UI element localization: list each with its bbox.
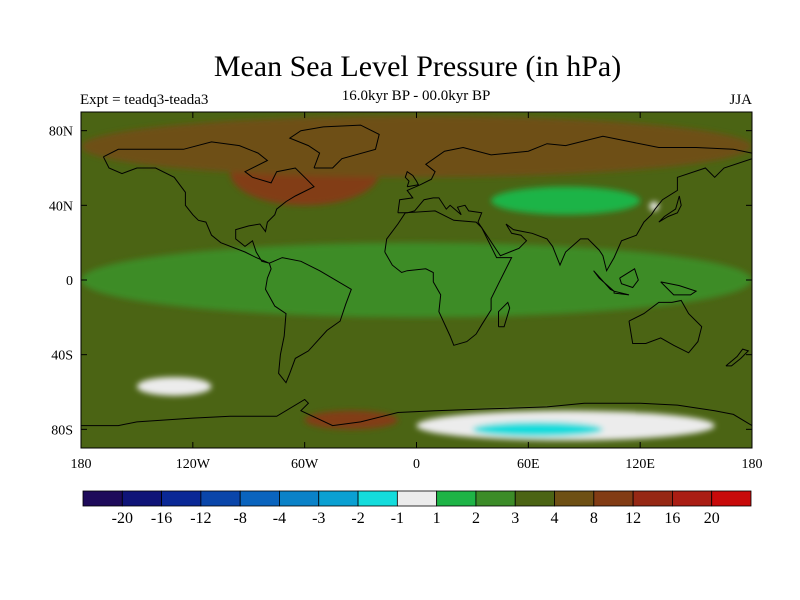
x-tick-label: 180	[71, 457, 92, 472]
y-tick-label: 0	[66, 274, 73, 289]
colorbar-swatch	[593, 490, 634, 507]
colorbar-label: -2	[351, 510, 364, 527]
colorbar-swatch	[554, 490, 595, 507]
field-region	[472, 421, 603, 437]
colorbar-swatch	[318, 490, 359, 507]
y-tick-label: 80S	[51, 423, 73, 438]
colorbar-swatch	[711, 490, 752, 507]
coastline-path	[660, 281, 698, 296]
colorbar-label: 1	[433, 510, 441, 527]
colorbar-label: -20	[112, 510, 133, 527]
coastline-path	[288, 124, 380, 169]
colorbar-swatch	[121, 490, 162, 507]
colorbar-swatch	[200, 490, 241, 507]
colorbar-swatch	[82, 490, 123, 507]
coastline-path	[397, 135, 752, 273]
field-region	[136, 377, 212, 396]
colorbar-swatch	[239, 490, 280, 507]
colorbar: -20 -16 -12 -8 -4 -3 -2 -1 1 2 3 4 8 12 16 20	[82, 490, 752, 527]
coastline-path	[404, 170, 420, 188]
colorbar-label: -1	[391, 510, 404, 527]
coastline-path	[384, 210, 513, 346]
x-tick-label: 60E	[517, 457, 540, 472]
coastline-path	[498, 301, 511, 328]
y-tick-label: 40N	[49, 199, 73, 214]
colorbar-label: -3	[312, 510, 325, 527]
colorbar-label: 8	[590, 510, 598, 527]
x-tick-label: 60W	[291, 457, 319, 472]
colorbar-swatch	[672, 490, 713, 507]
axis-ticks: 180 120W 60W 0 60E 120E 180 80N 40N 0 40S 80S	[49, 112, 763, 472]
colorbar-label: -4	[273, 510, 286, 527]
pressure-field	[81, 112, 752, 448]
colorbar-label: 4	[551, 510, 559, 527]
field-region	[304, 410, 398, 430]
x-tick-label: 0	[413, 457, 420, 472]
colorbar-label: 3	[511, 510, 519, 527]
x-tick-label: 180	[742, 457, 763, 472]
colorbar-swatch	[357, 490, 398, 507]
colorbar-swatch	[436, 490, 477, 507]
colorbar-label: 12	[625, 510, 641, 527]
coastline-path	[81, 398, 752, 427]
experiment-label: Expt = teadq3-teada3	[80, 92, 209, 108]
field-region	[81, 242, 752, 318]
y-tick-label: 40S	[51, 349, 73, 364]
coastline-path	[619, 268, 639, 289]
coastline-path	[264, 257, 352, 384]
colorbar-label: 16	[664, 510, 680, 527]
x-tick-label: 120E	[625, 457, 655, 472]
colorbar-label: 20	[704, 510, 720, 527]
field-region	[649, 201, 659, 211]
coastline-path	[613, 290, 630, 296]
coastlines	[81, 124, 752, 427]
coastline-path	[102, 141, 315, 264]
field-region	[491, 186, 641, 215]
coastline-path	[725, 348, 750, 367]
colorbar-swatch	[475, 490, 516, 507]
colorbar-swatch	[632, 490, 673, 507]
chart-title: Mean Sea Level Pressure (in hPa)	[213, 50, 622, 83]
colorbar-swatch	[396, 490, 438, 507]
colorbar-label: 2	[472, 510, 480, 527]
field-region	[81, 115, 752, 178]
colorbar-label: -16	[151, 510, 172, 527]
chart-subtitle: 16.0kyr BP - 00.0kyr BP	[341, 88, 491, 104]
x-tick-label: 120W	[176, 457, 211, 472]
colorbar-swatch	[279, 490, 320, 507]
colorbar-swatch	[514, 490, 555, 507]
colorbar-swatch	[161, 490, 202, 507]
colorbar-label: -8	[234, 510, 247, 527]
y-tick-label: 80N	[49, 125, 73, 140]
season-label: JJA	[729, 92, 752, 108]
coastline-path	[628, 299, 703, 354]
colorbar-label: -12	[190, 510, 211, 527]
coastline-path	[658, 195, 682, 223]
